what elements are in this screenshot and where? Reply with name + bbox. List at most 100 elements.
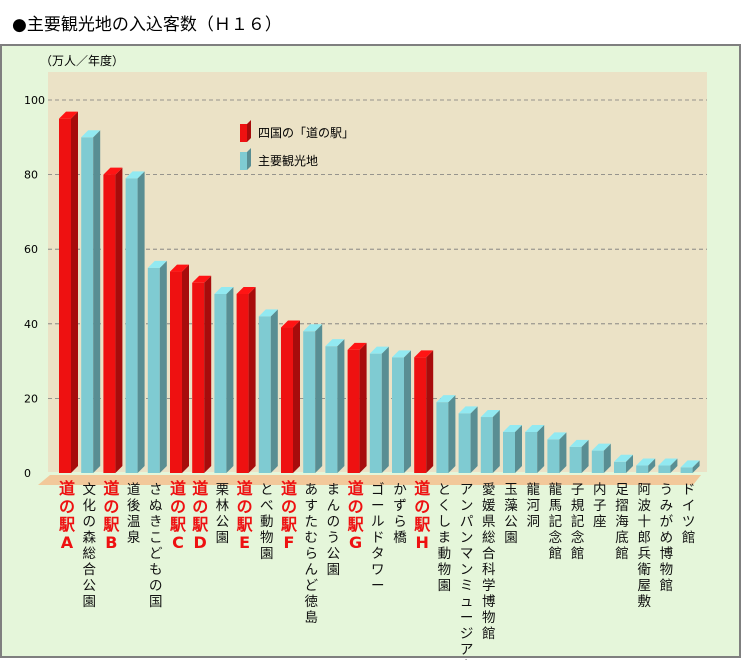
x-tick-label-char: C (172, 533, 184, 552)
legend-label: 主要観光地 (258, 154, 318, 168)
x-tick-label-char: 博 (660, 545, 674, 562)
x-tick-label-char: 館 (482, 626, 496, 642)
bar (392, 350, 411, 473)
bar-side (381, 346, 389, 473)
x-tick-label-char: の (281, 497, 297, 516)
bar-front (636, 465, 649, 473)
x-tick-label-char: 駅 (347, 515, 365, 534)
bar (614, 454, 633, 473)
x-tick-label-char: き (149, 514, 163, 530)
x-tick-label-char: が (660, 514, 674, 530)
x-tick-label-char: め (660, 530, 674, 546)
x-tick-label-char: 道 (348, 479, 364, 498)
x-tick-label-char: ン (460, 498, 474, 514)
bar (147, 260, 167, 473)
x-tick-label-char: ド (682, 482, 696, 498)
x-tick-label-char: 動 (438, 546, 452, 562)
bar-top (258, 309, 278, 317)
x-tick-label-char: ど (304, 578, 318, 594)
bar-side (648, 458, 656, 473)
x-tick-label-char: ゴ (371, 481, 385, 498)
x-tick-label-char: ル (371, 514, 385, 530)
page-title: ●主要観光地の入込客数（Ｈ１６） (12, 15, 282, 35)
bar-front (147, 267, 160, 473)
bar-front (192, 282, 205, 473)
x-tick-label-char: 館 (615, 546, 629, 562)
x-tick-label-char: 馬 (549, 498, 563, 514)
x-tick-label-char: マ (460, 546, 474, 562)
legend-swatch (240, 152, 247, 170)
x-tick-label-char: 子 (593, 498, 607, 514)
x-tick-label-char: う (327, 530, 341, 546)
x-tick-label-char: む (304, 530, 318, 546)
x-tick-label-char: 内 (593, 482, 607, 498)
x-tick-label-char: 園 (216, 530, 230, 546)
x-tick-label-char: ー (371, 578, 385, 594)
x-tick-label-char: こ (149, 530, 163, 546)
bar (547, 432, 567, 473)
x-tick-label-char: 県 (482, 514, 496, 530)
x-tick-label-char: ま (327, 482, 341, 498)
x-tick-label-char: の (149, 578, 163, 594)
x-tick-label-char: べ (260, 498, 274, 514)
x-tick-label-char: し (438, 514, 452, 530)
bar-front (436, 402, 449, 473)
x-tick-label-char: 座 (593, 514, 607, 530)
x-tick-label-char: 館 (660, 578, 674, 594)
bar-front (103, 174, 116, 473)
legend-item: 主要観光地 (240, 148, 318, 170)
legend-swatch-side (247, 120, 251, 142)
legend-swatch (240, 124, 247, 142)
x-tick-label-char: う (660, 482, 674, 498)
bar-side (559, 432, 567, 473)
bar (591, 443, 611, 473)
bar-top (236, 286, 256, 294)
x-tick-label-char: 駅 (169, 515, 187, 534)
x-tick-label-char: 泉 (127, 529, 141, 546)
x-tick-label-char: の (327, 514, 341, 530)
x-tick-label-char: 道 (103, 479, 119, 498)
bar-front (392, 357, 404, 473)
bar-front (458, 413, 471, 473)
bar-top (547, 432, 567, 440)
bar (458, 406, 478, 473)
x-tick-label-char: ー (371, 498, 385, 514)
x-tick-label-char: 園 (504, 530, 518, 546)
bar (369, 346, 389, 473)
x-tick-label-char: か (393, 482, 407, 498)
x-tick-label-char: 兵 (637, 546, 651, 562)
bar-side (670, 458, 678, 473)
x-tick-label-char: 博 (482, 593, 496, 610)
x-tick-label-char: 念 (549, 529, 563, 546)
bar-front (369, 353, 382, 473)
x-tick-label-char: 館 (549, 546, 563, 562)
bar (436, 395, 456, 473)
x-tick-label-char: 駅 (413, 515, 431, 534)
x-tick-label-char: ン (460, 530, 474, 546)
bar (325, 339, 345, 473)
bar-side (137, 171, 145, 473)
x-tick-label-char: 駅 (102, 515, 120, 534)
bar-side (426, 350, 434, 473)
bar-front (125, 178, 138, 473)
x-tick-label-char: 道 (59, 479, 75, 498)
x-tick-label-char: ら (393, 514, 407, 530)
x-tick-label-char: 道 (170, 479, 186, 498)
bar-side (182, 264, 189, 473)
bar (525, 424, 545, 473)
x-tick-label-char: 規 (571, 498, 585, 514)
bar-top (636, 458, 656, 466)
x-tick-label-char: 龍 (549, 481, 563, 498)
x-tick-label-char: 龍 (526, 481, 540, 498)
x-tick-label-char: の (348, 497, 364, 516)
